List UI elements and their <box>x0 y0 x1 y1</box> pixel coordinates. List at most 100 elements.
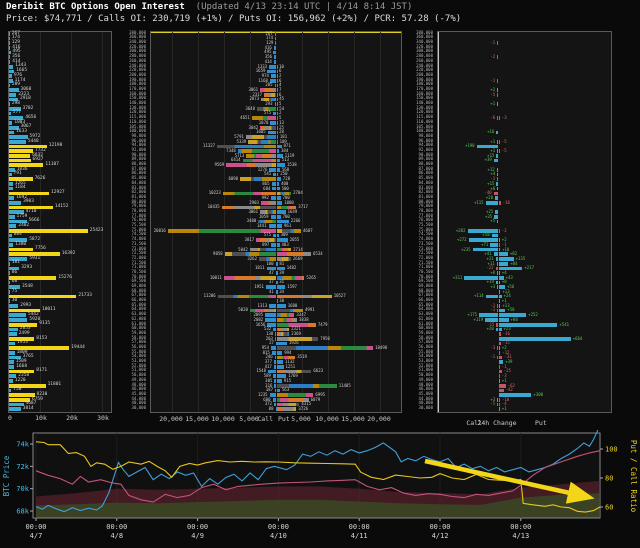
put-oi-bar <box>277 379 282 383</box>
put-oi-value: 961 <box>284 223 292 229</box>
oi-total-value: 174 <box>11 35 20 41</box>
strike-label: 380,000 <box>129 29 146 35</box>
put-change-value: -42 <box>505 387 513 393</box>
call-oi-bar <box>273 46 276 50</box>
strike-label: 89,000 <box>418 156 433 162</box>
call-oi-value: 2317 <box>252 91 262 97</box>
x-tick-label: 15,000 <box>185 415 209 423</box>
oi-total-value: 10011 <box>42 307 56 313</box>
call-oi-bar <box>273 327 276 332</box>
call-change-bar <box>497 116 498 121</box>
put-change-value: +1 <box>501 406 507 411</box>
put-oi-bar <box>277 92 278 97</box>
put-oi-value: 915 <box>283 377 292 383</box>
call-change-value: +175 <box>467 312 478 318</box>
oi-total-bar <box>9 261 10 266</box>
put-oi-value: 10 <box>279 63 284 69</box>
call-change-bar <box>497 355 498 360</box>
strike-label: 96,000 <box>131 137 146 143</box>
strike-label: 61,000 <box>131 320 146 326</box>
call-oi-bar <box>275 341 277 346</box>
strike-label: 65,000 <box>131 301 146 307</box>
put-change-value: +10 <box>502 246 510 252</box>
oi-total-value: 9135 <box>39 321 51 327</box>
oi-total-value: 1836 <box>16 166 28 172</box>
call-change-bar <box>493 158 498 163</box>
call-oi-value: 10011 <box>209 274 222 280</box>
oi-total-bar <box>9 135 28 139</box>
put-oi-value: 728 <box>282 176 291 182</box>
oi-total-bar <box>9 308 40 313</box>
put-change-value: +1 <box>501 377 507 383</box>
put-oi-value: 2266 <box>290 218 301 224</box>
call-change-value: +20 <box>486 326 494 332</box>
call-oi-bar <box>267 130 276 135</box>
put-change-bar <box>499 261 509 266</box>
put-oi-bar <box>277 327 290 332</box>
pcr-axis-title: Put / Call Ratio <box>629 440 638 513</box>
put-oi-value: 1251 <box>285 363 296 369</box>
put-change-value: -3 <box>501 115 507 121</box>
call-change-value: +1 <box>490 101 496 107</box>
center-line <box>438 32 439 412</box>
put-oi-bar <box>277 393 314 397</box>
call-change-value: +119 <box>473 316 484 322</box>
call-change-value: -1 <box>490 77 496 83</box>
put-oi-bar <box>277 407 297 411</box>
call-oi-value: 9858 <box>213 251 223 257</box>
call-oi-bar <box>274 83 276 88</box>
put-oi-bar <box>277 97 278 102</box>
oi-total-bar <box>9 83 10 88</box>
oi-change-x-axis: Call 24h Change Put <box>437 419 610 429</box>
call-oi-bar <box>257 107 276 111</box>
oi-total-value: 884 <box>13 232 22 238</box>
put-oi-bar <box>277 153 283 158</box>
strike-label: 51,000 <box>418 367 433 373</box>
put-oi-bar <box>277 144 282 149</box>
call-oi-bar <box>248 139 276 144</box>
oi-total-bar <box>9 64 14 69</box>
oi-total-value: 289 <box>11 82 21 88</box>
strike-label: 190,000 <box>129 76 146 82</box>
put-call-ratio-line <box>35 441 601 513</box>
oi-total-value: 267 <box>11 30 20 36</box>
strike-label: 85,000 <box>418 175 433 181</box>
put-oi-value: 700 <box>282 194 290 200</box>
call-oi-value: 1659 <box>255 68 266 74</box>
put-change-value: +24 <box>503 293 511 299</box>
call-oi-value: 6898 <box>228 176 239 182</box>
put-change-bar <box>499 374 500 379</box>
strike-label: 59,000 <box>418 329 433 335</box>
strike-label: 260,000 <box>416 57 433 63</box>
call-oi-bar <box>245 135 276 139</box>
call-oi-bar <box>267 69 276 74</box>
put-oi-bar <box>277 205 297 210</box>
oi-total-bar <box>9 60 11 64</box>
put-change-bar <box>499 266 523 271</box>
date-tick-label: 4/13 <box>512 532 529 540</box>
oi-total-value: 7756 <box>35 246 46 252</box>
put-oi-bar <box>277 172 279 177</box>
call-change-bar <box>497 402 498 407</box>
oi-total-bar <box>9 233 12 238</box>
strike-label: 300,000 <box>129 48 146 54</box>
call-oi-bar <box>274 402 276 407</box>
put-oi-value: 4991 <box>305 307 315 313</box>
call-change-value: -40 <box>484 190 492 196</box>
put-oi-bar <box>277 200 283 205</box>
call-change-bar <box>490 243 498 247</box>
strike-label: 220,000 <box>129 67 146 73</box>
call-change-bar <box>495 327 498 332</box>
oi-total-value: 2918 <box>20 96 31 102</box>
call-oi-value: 1656 <box>255 321 266 327</box>
call-oi-bar <box>265 318 276 322</box>
strike-label: 61,000 <box>418 320 433 326</box>
call-oi-bar <box>275 332 276 336</box>
call-oi-value: 974 <box>261 72 269 78</box>
oi-total-bar <box>9 41 10 46</box>
put-oi-value: 1538 <box>287 162 297 168</box>
call-oi-value: 495 <box>264 49 272 55</box>
oi-total-bar <box>9 332 17 336</box>
call-oi-bar <box>268 369 276 374</box>
